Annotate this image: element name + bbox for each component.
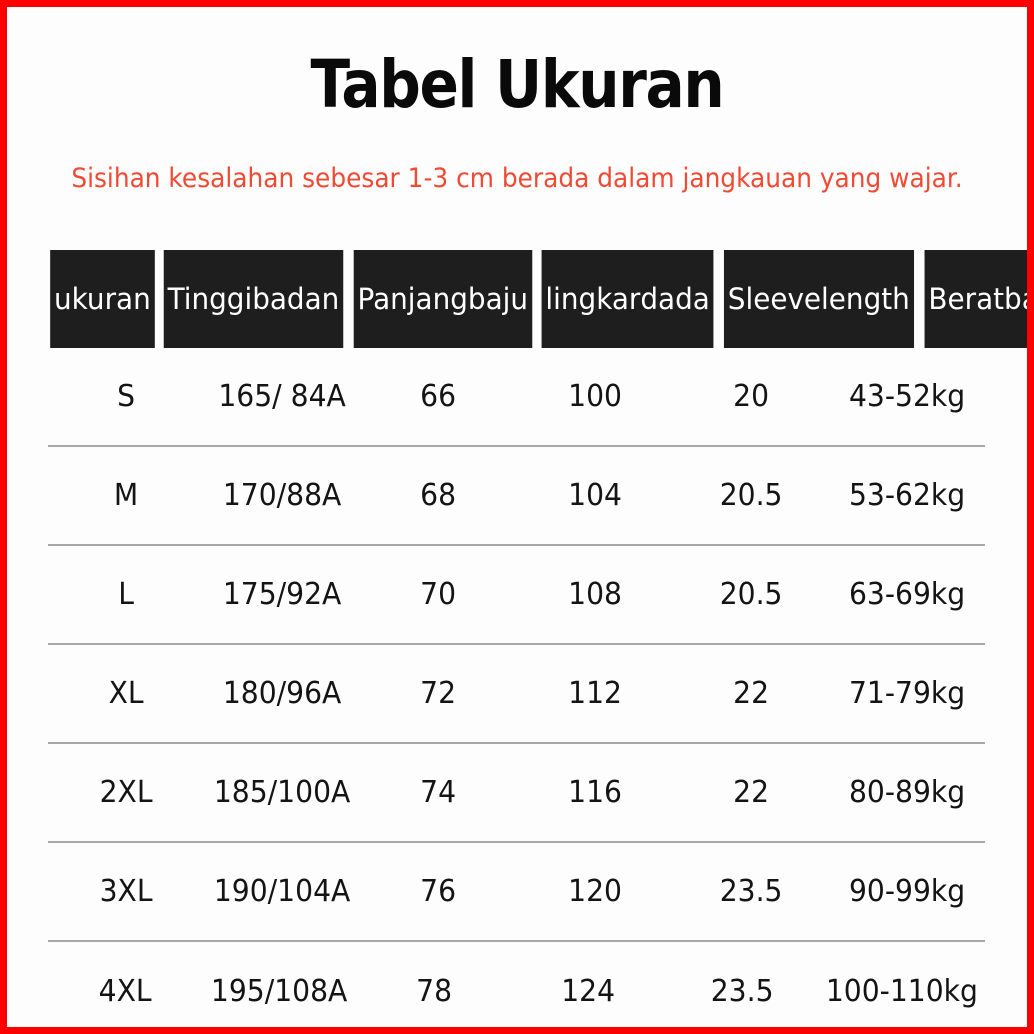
header-line: lingkar (545, 281, 641, 316)
table-cell-tinggi-badan: 180/96A (223, 675, 342, 711)
table-cell-panjang-baju: 76 (420, 873, 457, 909)
table-row: XL 180/96A 72 112 22 71-79kg (48, 645, 985, 744)
table-row: M 170/88A 68 104 20.5 53-62kg (48, 447, 985, 546)
size-table: ukuran Tinggi badan Panjang baju lingkar dada S… (48, 250, 1034, 1034)
table-cell-berat-badan: 71-79kg (848, 675, 966, 711)
table-cell-panjang-baju: 68 (420, 477, 457, 513)
table-cell-berat-badan: 53-62kg (848, 477, 966, 513)
table-cell-berat-badan: 100-110kg (826, 973, 979, 1009)
table-cell-ukuran: 4XL (98, 973, 152, 1009)
table-cell-sleeve-length: 23.5 (719, 873, 783, 909)
table-cell-berat-badan: 80-89kg (848, 774, 966, 810)
table-cell-berat-badan: 90-99kg (848, 873, 966, 909)
header-line: length (821, 281, 911, 316)
border-bottom (0, 1027, 1034, 1034)
table-cell-ukuran: 2XL (99, 774, 153, 810)
tolerance-note: Sisihan kesalahan sebesar 1-3 cm berada … (71, 163, 963, 194)
table-cell-lingkar-dada: 108 (567, 576, 622, 612)
table-cell-sleeve-length: 23.5 (710, 973, 774, 1009)
table-cell-panjang-baju: 78 (415, 973, 452, 1009)
table-header-row: ukuran Tinggi badan Panjang baju lingkar dada S… (48, 250, 1034, 348)
page-title: Tabel Ukuran (310, 46, 725, 123)
table-header-cell-berat-badan: Beratbadan (924, 250, 1034, 348)
table-row: 4XL 195/108A 78 124 23.5 100-110kg (48, 942, 985, 1034)
header-line: badan (251, 281, 340, 316)
table-header-cell-tinggi-badan: Tinggi badan (163, 250, 343, 348)
table-cell-lingkar-dada: 100 (567, 378, 622, 414)
table-cell-tinggi-badan: 195/108A (211, 973, 348, 1009)
border-top (0, 0, 1034, 7)
table-cell-tinggi-badan: 165/ 84A (218, 378, 346, 414)
header-line: dada (640, 281, 711, 316)
border-left (0, 0, 7, 1034)
table-header-cell-panjang-baju: Panjang baju (353, 250, 532, 348)
table-body: S 165/ 84A 66 100 20 43-52kg M 170/88A 68 104 20.5… (48, 348, 985, 1034)
table-cell-lingkar-dada: 104 (567, 477, 622, 513)
table-cell-berat-badan: 43-52kg (848, 378, 966, 414)
header-line: Panjang (357, 281, 468, 316)
table-cell-ukuran: 3XL (99, 873, 153, 909)
table-cell-ukuran: M (113, 477, 139, 513)
table-row: L 175/92A 70 108 20.5 63-69kg (48, 546, 985, 645)
table-header-cell-lingkar-dada: lingkar dada (541, 250, 714, 348)
table-cell-ukuran: XL (108, 675, 144, 711)
header-line: Berat (928, 281, 1005, 316)
table-cell-sleeve-length: 22 (732, 675, 769, 711)
table-cell-sleeve-length: 20.5 (719, 576, 783, 612)
table-cell-lingkar-dada: 112 (567, 675, 622, 711)
border-right (1027, 0, 1034, 1034)
header-line: Tinggi (167, 281, 252, 316)
table-row: 3XL 190/104A 76 120 23.5 90-99kg (48, 843, 985, 942)
table-cell-panjang-baju: 72 (420, 675, 457, 711)
table-cell-sleeve-length: 22 (732, 774, 769, 810)
table-cell-sleeve-length: 20 (732, 378, 769, 414)
table-cell-panjang-baju: 66 (420, 378, 457, 414)
table-cell-lingkar-dada: 124 (560, 973, 615, 1009)
table-cell-tinggi-badan: 190/104A (214, 873, 351, 909)
table-cell-ukuran: S (117, 378, 136, 414)
table-cell-berat-badan: 63-69kg (848, 576, 966, 612)
header-line: Sleeve (728, 281, 822, 316)
table-cell-panjang-baju: 74 (420, 774, 457, 810)
table-cell-lingkar-dada: 116 (567, 774, 622, 810)
table-cell-tinggi-badan: 170/88A (223, 477, 342, 513)
table-header-cell-ukuran: ukuran (50, 250, 155, 348)
table-cell-sleeve-length: 20.5 (719, 477, 783, 513)
table-cell-lingkar-dada: 120 (567, 873, 622, 909)
table-cell-ukuran: L (118, 576, 134, 612)
table-cell-tinggi-badan: 175/92A (223, 576, 342, 612)
table-row: S 165/ 84A 66 100 20 43-52kg (48, 348, 985, 447)
table-cell-tinggi-badan: 185/100A (214, 774, 351, 810)
table-row: 2XL 185/100A 74 116 22 80-89kg (48, 744, 985, 843)
header-line: ukuran (54, 281, 151, 316)
header-line: baju (467, 281, 528, 316)
table-header-cell-sleeve-length: Sleeve length (724, 250, 915, 348)
table-cell-panjang-baju: 70 (420, 576, 457, 612)
